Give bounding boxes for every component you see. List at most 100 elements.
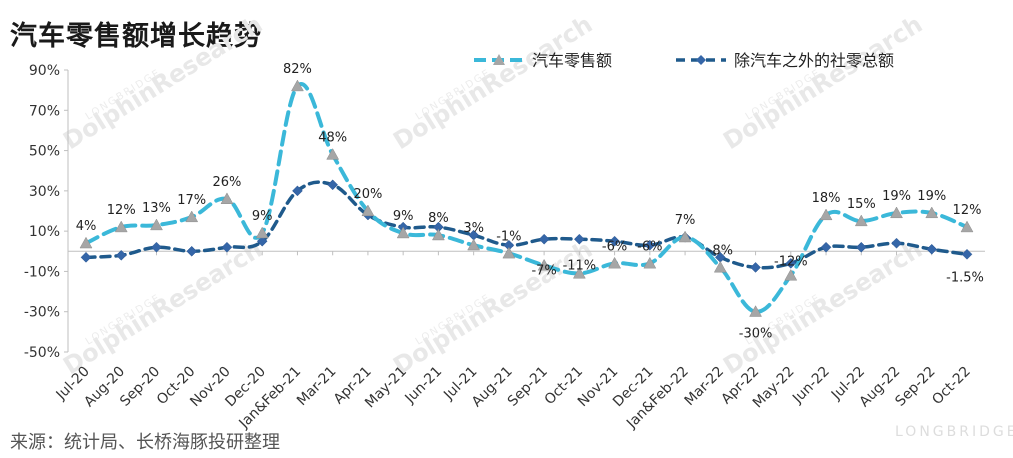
data-point [891,237,902,249]
data-point [713,260,727,273]
data-label: 9% [252,209,273,224]
data-point [820,241,832,253]
x-tick-label: Sep-20 [117,364,163,410]
series-auto-retail [79,79,974,317]
data-point [926,243,938,255]
data-label: -30% [739,327,773,342]
legend-marker [493,54,505,65]
data-point [327,179,339,191]
data-point [255,226,269,239]
data-label: 82% [283,62,312,77]
data-point [256,235,268,247]
data-point [678,230,692,243]
data-point [572,266,586,279]
data-point [292,185,303,197]
x-tick-label: Sep-21 [505,364,551,410]
data-label: 12% [107,203,136,218]
data-label: -7% [531,263,556,278]
source-note: 来源：统计局、长桥海豚投研整理 [10,432,280,453]
data-point [291,79,304,92]
data-point [890,206,903,219]
data-point [609,235,620,247]
data-label: 17% [177,193,206,208]
data-label: 9% [393,209,414,224]
data-point [361,204,375,217]
data-label: 3% [463,221,484,236]
y-tick-label: -50% [24,345,60,361]
data-point [961,248,973,260]
data-label: -11% [563,258,597,273]
data-point [608,256,622,269]
y-tick-label: 10% [29,224,60,240]
data-point [960,220,974,233]
legend-marker [696,55,706,65]
data-label: -6% [637,239,662,254]
legend-label: 除汽车之外的社零总额 [734,51,894,70]
data-label: 15% [847,197,876,212]
data-label: 7% [675,213,696,228]
data-label: 26% [213,175,242,190]
x-tick-label: Mar-22 [682,364,728,410]
x-tick-label: Jun-22 [789,364,833,408]
data-point [114,220,128,233]
data-point [220,192,234,204]
data-point [925,206,939,219]
data-point [115,249,127,261]
data-point [326,148,340,160]
data-label: 13% [142,201,171,216]
data-label: 20% [353,187,382,202]
data-label: 19% [882,189,911,204]
data-label: 8% [428,211,449,226]
x-tick-label: Sep-22 [892,364,938,410]
data-label: -1% [496,229,521,244]
data-point [151,241,162,253]
watermark-brand: DolphinResearch [718,10,927,155]
data-point [185,210,199,223]
watermark-brand: DolphinResearch [58,10,267,155]
series-retail-ex-auto [80,179,973,273]
data-point [819,208,833,221]
watermark-brand: DolphinResearch [388,235,597,380]
chart-title: 汽车零售额增长趋势 [10,21,262,52]
x-tick-label: Oct-22 [929,364,974,409]
watermark-corner: LONGBRIDGE [895,424,1013,440]
legend-label: 汽车零售额 [532,51,612,70]
series-layer [79,79,974,317]
legend-item: 汽车零售额 [474,51,612,70]
data-point [79,236,93,249]
data-point [644,239,656,251]
data-point [785,258,797,269]
watermark-brand: DolphinResearch [388,10,597,155]
y-tick-label: 30% [29,184,60,200]
legend: 汽车零售额 除汽车之外的社零总额 [474,51,894,70]
y-tick-label: 90% [29,63,60,79]
x-tick-label: Mar-21 [294,364,340,410]
y-tick-label: -30% [24,305,60,321]
data-label: -8% [708,243,733,258]
y-tick-label: 70% [29,103,60,119]
data-point [574,233,585,245]
data-point [396,226,410,239]
data-label: -6% [602,239,627,254]
data-point [150,218,163,231]
data-label: 19% [917,189,946,204]
data-point [537,258,551,271]
data-point [854,214,868,227]
data-label: 18% [812,191,841,206]
y-tick-label: -10% [24,264,60,280]
data-point [502,246,516,259]
data-point [750,262,761,273]
data-labels: 4% 12% 13% 17% 26% 9% 82% 48% 20% 9% 8% 3% -1% -7% -11… [76,62,984,342]
data-point [538,233,550,245]
data-point [467,238,481,251]
data-point [643,256,657,269]
data-label: 4% [76,219,97,234]
data-label: -12% [774,254,808,269]
y-tick-label: 50% [29,144,60,160]
legend-item: 除汽车之外的社零总额 [676,51,894,70]
data-label: 48% [318,131,347,146]
data-label: -1.5% [946,270,984,285]
data-point [221,241,233,253]
data-point [80,251,92,263]
